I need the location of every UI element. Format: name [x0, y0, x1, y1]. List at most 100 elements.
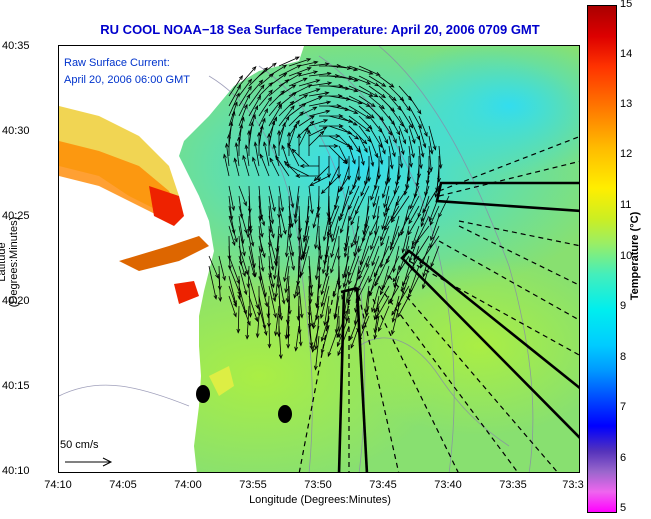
current-vector [331, 215, 340, 242]
current-vector [294, 275, 300, 298]
current-vector-head [324, 91, 330, 96]
current-vector [338, 115, 358, 126]
current-vector [228, 122, 233, 147]
current-vector-head [272, 143, 277, 149]
current-vector-head [380, 104, 385, 110]
current-vector [288, 185, 294, 208]
current-vector [378, 95, 395, 112]
current-vector-head [231, 206, 235, 212]
current-vector [245, 145, 250, 167]
current-vector [248, 67, 268, 87]
current-vector-head [411, 139, 416, 145]
current-vector [248, 275, 259, 309]
current-vector [412, 225, 420, 246]
current-vector-head [309, 209, 314, 215]
colorbar-tick: 13 [620, 98, 633, 110]
current-vector [275, 265, 280, 298]
current-vector [258, 89, 273, 107]
current-vector [388, 145, 393, 169]
current-vector-head [337, 351, 342, 357]
current-vector-head [366, 80, 372, 85]
current-vector-head [252, 66, 257, 71]
current-vector [430, 245, 440, 267]
current-vector [288, 77, 308, 87]
current-vector [368, 75, 386, 87]
current-vector [428, 125, 436, 150]
current-vector-head [282, 72, 288, 78]
current-vector [300, 245, 310, 276]
current-vector [338, 135, 353, 150]
current-vector-head [309, 182, 315, 186]
current-vector [358, 245, 370, 274]
current-vector-head [403, 190, 408, 196]
current-vector-head [337, 174, 341, 180]
current-vector-head [267, 132, 271, 138]
current-vector [238, 94, 251, 117]
current-vector-head [344, 158, 348, 164]
current-vector-head [381, 93, 387, 99]
current-vector [268, 275, 276, 302]
current-vector-head [359, 260, 364, 266]
buoy-marker [278, 405, 292, 423]
current-vector-head [313, 70, 319, 75]
current-vector-head [264, 108, 268, 114]
buoy-marker [196, 385, 210, 403]
current-vector [308, 185, 313, 214]
current-vector-head [223, 153, 227, 159]
x-tick-label: 73:45 [369, 479, 397, 491]
current-vector-head [314, 244, 318, 250]
current-vector-head [267, 96, 272, 102]
current-vector-head [273, 275, 277, 281]
current-vector-head [422, 208, 427, 214]
current-vector [393, 245, 400, 273]
current-vector [298, 79, 320, 87]
y-axis-label: Latitude (Degrees:Minutes) [0, 216, 20, 308]
current-vector [288, 67, 311, 77]
current-vector [398, 115, 408, 133]
current-vector-head [273, 116, 277, 122]
current-vector-head [260, 267, 265, 273]
current-vector [348, 245, 360, 277]
current-vector-head [337, 94, 343, 98]
current-vector [328, 205, 332, 238]
current-vector [327, 205, 340, 236]
current-vector [348, 125, 367, 144]
current-vector [408, 105, 422, 129]
current-vector-head [342, 283, 347, 289]
current-vector-head [438, 164, 443, 170]
current-vector [438, 195, 450, 218]
current-vector-head [283, 277, 287, 283]
current-vector-head [387, 130, 393, 136]
current-vector-head [350, 220, 355, 226]
current-vector [288, 235, 294, 256]
current-vector-head [349, 335, 354, 341]
current-vector [368, 105, 384, 121]
current-vector-head [401, 281, 406, 287]
current-vector-head [280, 90, 285, 95]
current-vector-head [320, 189, 326, 195]
radar-coverage-lines [298, 136, 579, 472]
current-vector [278, 295, 282, 320]
current-vector-head [352, 184, 357, 190]
current-vector-head [295, 291, 300, 297]
current-vector [334, 295, 340, 319]
current-vector [268, 104, 282, 127]
current-vector [321, 175, 340, 194]
current-vector-head [365, 114, 371, 119]
current-vector [330, 225, 340, 258]
current-vector-head [300, 271, 304, 277]
current-vector [309, 175, 330, 186]
current-vector [298, 121, 314, 137]
current-vector [298, 205, 301, 233]
current-vector-head [362, 139, 368, 145]
current-vector-head [333, 314, 338, 320]
current-vector-head [326, 100, 332, 105]
current-vector-head [379, 290, 384, 296]
current-vector-head [348, 76, 354, 81]
current-vector-head [297, 236, 301, 242]
current-vector-head [236, 84, 241, 90]
current-vector [315, 335, 320, 370]
current-vector [370, 225, 380, 250]
current-vector [321, 315, 330, 342]
current-vector [287, 275, 290, 303]
